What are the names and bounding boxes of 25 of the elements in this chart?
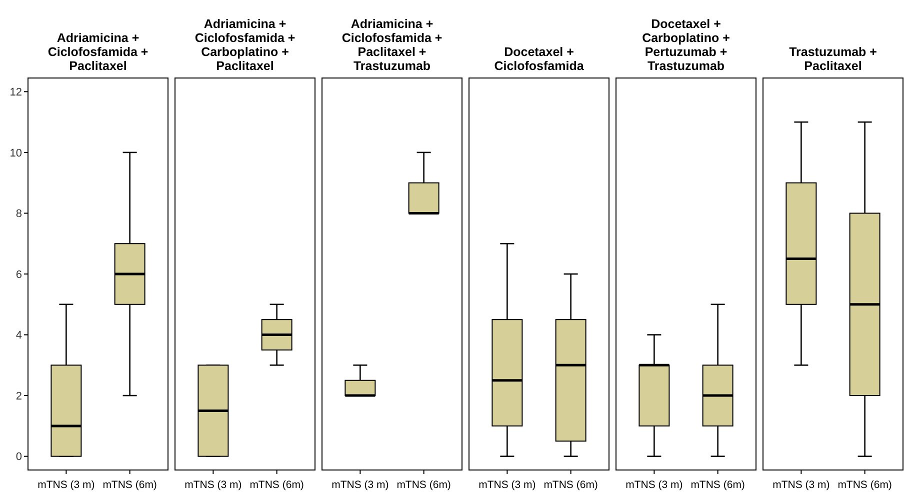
chart-title: Adriamicina + Ciclofosfamida + Carboplatino + Paclitaxel — [194, 17, 296, 73]
chart-title: Adriamicina + Ciclofosfamida + Paclitaxel + Trastuzumab — [342, 17, 442, 73]
y-tick-label: 12 — [10, 86, 22, 99]
x-tick-label: mTNS (3 m) — [626, 479, 683, 491]
x-tick-label: mTNS (6m) — [250, 479, 304, 491]
x-tick-label: mTNS (3 m) — [184, 479, 242, 491]
x-tick-label: mTNS (6m) — [544, 479, 598, 491]
x-tick-label: mTNS (6m) — [396, 479, 451, 491]
y-tick-label: 0 — [16, 451, 22, 464]
x-tick-label: mTNS (6m) — [690, 479, 745, 491]
y-tick-label: 4 — [16, 330, 22, 342]
y-tick-label: 2 — [16, 390, 22, 402]
x-tick-label: mTNS (3 m) — [38, 479, 95, 491]
x-tick-label: mTNS (6m) — [102, 479, 157, 491]
chart-title: Docetaxel + Ciclofosfamida — [494, 45, 585, 73]
chart-title: Adriamicina + Ciclofosfamida + Paclitaxel — [48, 31, 148, 73]
y-tick-label: 6 — [16, 268, 22, 281]
chart-title: Trastuzumab + Paclitaxel — [789, 45, 877, 73]
x-tick-label: mTNS (3 m) — [332, 479, 389, 491]
x-tick-label: mTNS (3 m) — [772, 479, 830, 491]
chart-title: Docetaxel + Carboplatino + Pertuzumab + Trastuzumab — [642, 17, 730, 73]
x-tick-label: mTNS (3 m) — [478, 479, 536, 491]
y-tick-label: 10 — [10, 147, 22, 160]
x-tick-label: mTNS (6m) — [838, 479, 892, 491]
y-tick-label: 8 — [16, 208, 22, 220]
